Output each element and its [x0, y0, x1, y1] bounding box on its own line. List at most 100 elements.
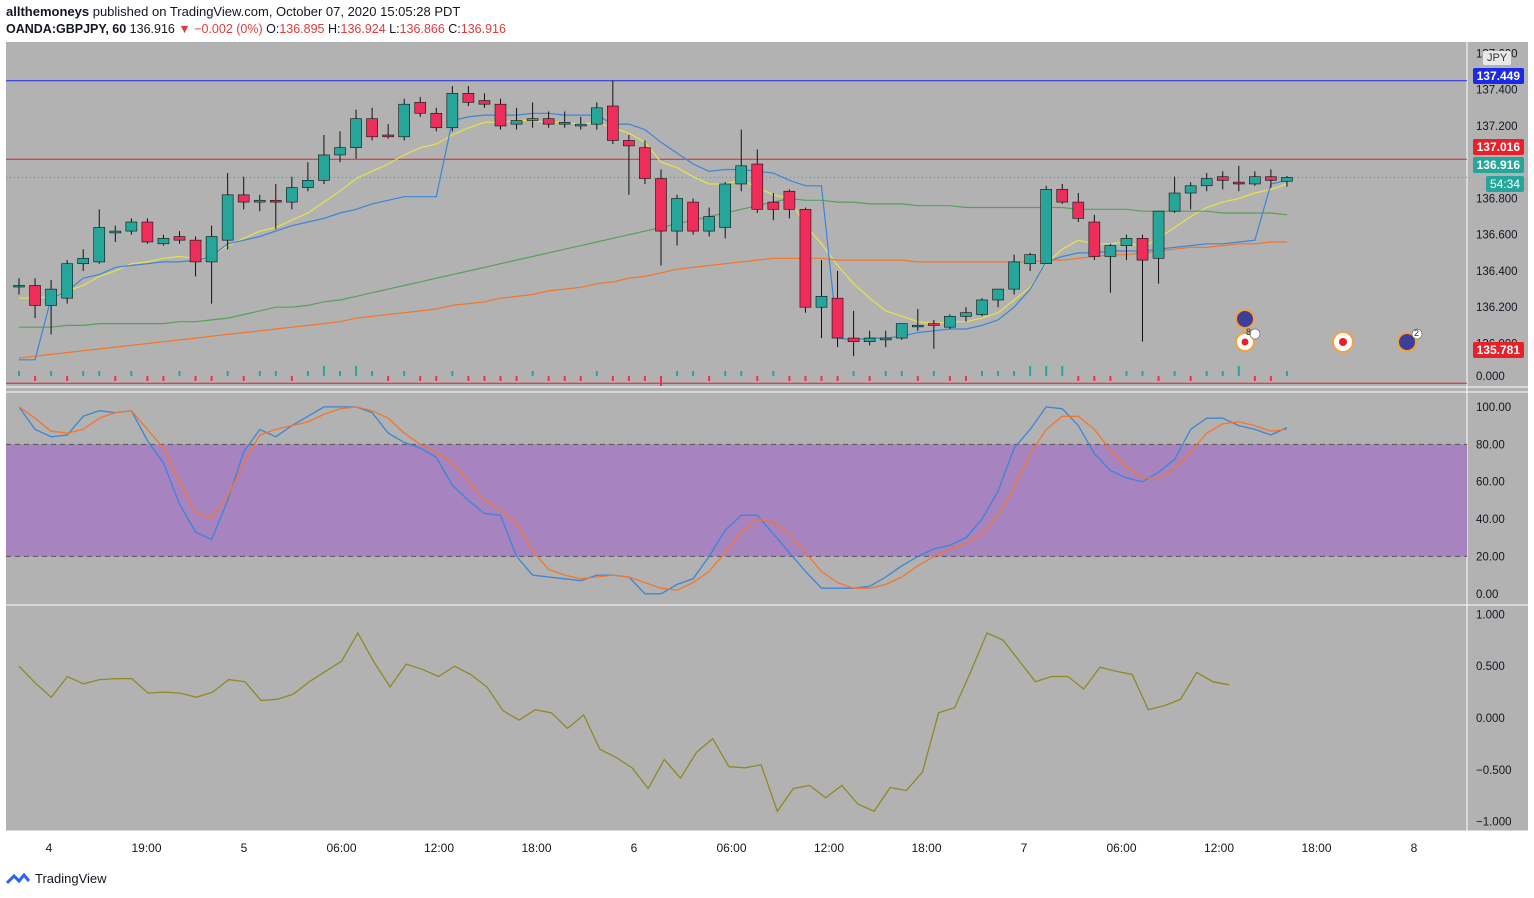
candle-body — [799, 209, 812, 308]
candle-body — [302, 180, 314, 188]
candle-body — [687, 201, 699, 232]
volume-bar — [884, 371, 887, 376]
candle-body — [334, 147, 346, 156]
volume-bar — [724, 371, 727, 376]
candle-body — [815, 296, 828, 308]
uk-flag-event-icon-2[interactable] — [1397, 332, 1417, 352]
series-line-0 — [19, 119, 1288, 325]
candle-body — [462, 93, 475, 103]
volume-bar — [852, 371, 855, 376]
candle-body — [45, 288, 57, 306]
stoch-line-1 — [18, 406, 1288, 591]
candle-body — [655, 178, 667, 232]
candle-body — [767, 201, 780, 210]
stoch-tick-5: 0.00 — [1476, 589, 1498, 601]
candle-body — [1200, 178, 1213, 187]
volume-bar — [1077, 376, 1080, 381]
price-axis-background — [1467, 42, 1528, 831]
volume-bar — [1269, 376, 1272, 381]
candle-body — [350, 118, 362, 149]
candle-body — [269, 199, 282, 203]
low-label: L: — [389, 22, 400, 36]
candle-body — [510, 120, 523, 125]
candle-body — [141, 221, 154, 243]
osc-line — [18, 631, 1230, 813]
volume-bar — [1061, 366, 1064, 376]
candle-body — [735, 165, 748, 185]
price-tick-1: 137.400 — [1476, 85, 1518, 97]
volume-bar — [868, 376, 871, 381]
candle-body — [1152, 210, 1165, 259]
price-tick-7: 136.200 — [1476, 302, 1518, 314]
plot-background — [6, 42, 1467, 831]
volume-bar — [1045, 366, 1048, 376]
candle-body — [446, 93, 459, 129]
volume-bar — [964, 376, 967, 381]
volume-bar — [274, 371, 277, 376]
candle-body — [29, 285, 41, 306]
volume-bar — [18, 371, 20, 376]
volume-bar — [676, 371, 679, 376]
candle-body — [847, 337, 860, 342]
time-tick-0: 4 — [46, 841, 53, 855]
volume-bar — [1285, 371, 1288, 376]
candle-body — [1072, 201, 1085, 219]
volume-bar — [435, 376, 438, 381]
high-value: 136.924 — [340, 22, 386, 36]
footer-brand[interactable]: TradingView — [35, 871, 107, 886]
open-value: 136.895 — [279, 22, 325, 36]
volume-bar — [403, 371, 406, 376]
volume-bar — [1029, 366, 1032, 376]
red-upper-tag: 137.016 — [1472, 139, 1524, 155]
volume-bar — [178, 371, 181, 376]
candle-body — [253, 199, 266, 203]
price-tick-6: 136.400 — [1476, 266, 1518, 278]
uk-flag-event-icon[interactable] — [1235, 309, 1255, 329]
chart-area[interactable]: 137.600137.400137.200137.000136.800136.6… — [0, 42, 1534, 862]
candle-body — [542, 118, 555, 125]
symbol-label[interactable]: OANDA:GBPJPY, 60 — [6, 22, 127, 36]
volume-bar — [804, 376, 807, 381]
change-label: ▼ −0.002 (0%) — [178, 22, 263, 36]
volume-bar — [1157, 376, 1160, 381]
candle-body — [286, 187, 298, 203]
time-tick-1: 19:00 — [131, 841, 161, 855]
volume-bar — [643, 376, 646, 381]
volume-bar — [788, 376, 791, 381]
time-tick-8: 12:00 — [814, 841, 844, 855]
volume-bar — [1141, 371, 1144, 376]
volume-bar — [595, 371, 598, 376]
candle-body — [237, 194, 250, 203]
author[interactable]: allthemoneys — [6, 4, 90, 19]
open-label: O: — [266, 22, 280, 36]
candle-body — [109, 230, 122, 234]
volume-bar — [1093, 376, 1096, 381]
candle-body — [863, 337, 876, 342]
event-markers[interactable] — [1235, 309, 1423, 353]
price-tick-4: 136.800 — [1476, 193, 1518, 205]
oscillator-pane: 1.000 0.500 0.000 −0.500 −1.000 — [18, 609, 1512, 829]
candle-body — [1136, 238, 1149, 261]
candle-body — [671, 198, 683, 232]
candle-body — [783, 190, 796, 210]
volume-bar — [579, 376, 582, 381]
candle-body — [992, 288, 1004, 301]
candle-body — [1056, 189, 1069, 203]
candle-body — [93, 227, 106, 263]
candle-body — [751, 163, 764, 210]
volume-bar — [210, 376, 213, 381]
volume-bar — [756, 376, 759, 381]
time-tick-12: 12:00 — [1204, 841, 1234, 855]
stoch-tick-0: 100.00 — [1476, 402, 1511, 414]
volume-bar — [82, 371, 85, 376]
volume-bar — [162, 376, 165, 381]
candle-body — [1088, 221, 1101, 257]
candle-body — [77, 257, 89, 265]
currency-badge: JPY — [1483, 51, 1512, 65]
red-lower-tag: 135.781 — [1472, 342, 1524, 358]
price-tick-5: 136.600 — [1476, 230, 1518, 242]
candle-body — [1168, 192, 1181, 212]
close-value: 136.916 — [460, 22, 506, 36]
osc-tick-1: 0.500 — [1476, 661, 1505, 673]
volume-axis-label: 0.000 — [1476, 371, 1505, 383]
